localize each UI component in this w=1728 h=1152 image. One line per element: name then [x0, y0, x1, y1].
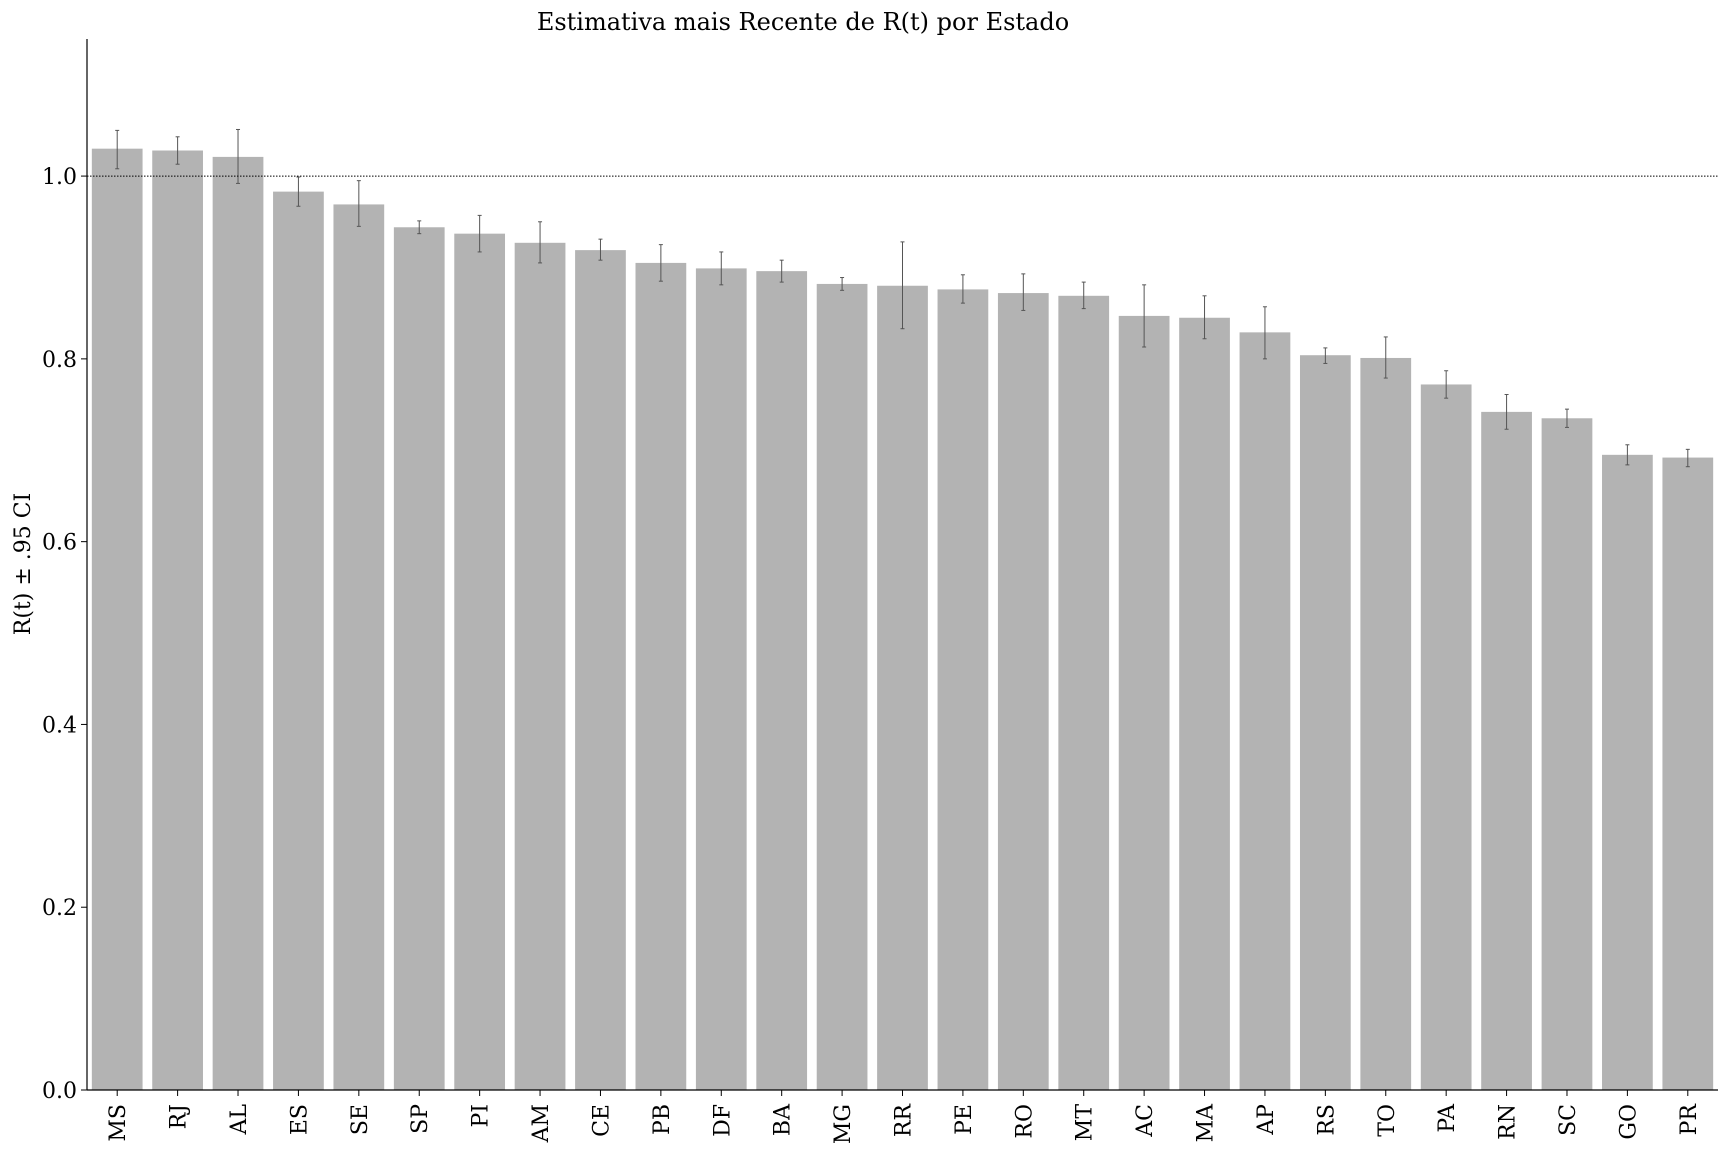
x-tick-label-rn: RN	[1496, 1104, 1521, 1140]
bar-pe	[937, 289, 989, 1090]
bar-to	[1360, 357, 1412, 1090]
y-tick-label: 0.6	[42, 531, 77, 556]
x-tick-label-ap: AP	[1254, 1104, 1279, 1136]
y-tick-label: 0.2	[42, 896, 77, 921]
bar-es	[273, 191, 324, 1090]
x-tick-label-rr: RR	[892, 1103, 917, 1138]
x-tick-label-go: GO	[1616, 1104, 1641, 1140]
x-tick-label-es: ES	[287, 1104, 312, 1135]
bar-go	[1602, 454, 1653, 1090]
bar-df	[695, 268, 747, 1090]
x-tick-label-pe: PE	[952, 1104, 977, 1135]
x-tick-label-rs: RS	[1314, 1104, 1339, 1136]
x-tick-label-ms: MS	[106, 1104, 131, 1142]
x-tick-label-mg: MG	[831, 1104, 856, 1144]
x-tick-label-rj: RJ	[167, 1104, 192, 1129]
x-tick-label-se: SE	[348, 1104, 373, 1135]
bar-pa	[1420, 384, 1472, 1091]
x-tick-label-ma: MA	[1194, 1103, 1219, 1143]
bar-mt	[1058, 295, 1110, 1090]
bar-am	[514, 242, 566, 1090]
bar-ms	[91, 148, 143, 1091]
bar-pi	[454, 233, 506, 1091]
bar-al	[212, 156, 264, 1090]
x-tick-label-df: DF	[710, 1104, 735, 1137]
bar-se	[333, 204, 385, 1090]
bar-rn	[1481, 411, 1532, 1090]
bar-pr	[1662, 457, 1714, 1091]
y-tick-label: 0.4	[42, 713, 77, 738]
y-tick-label: 0.8	[42, 348, 77, 373]
x-tick-label-am: AM	[529, 1104, 554, 1143]
bar-mg	[816, 283, 868, 1090]
x-tick-label-to: TO	[1375, 1104, 1400, 1137]
bar-pb	[635, 262, 687, 1090]
chart-title: Estimativa mais Recente de R(t) por Esta…	[537, 8, 1069, 36]
x-tick-label-pa: PA	[1435, 1103, 1460, 1133]
x-tick-label-ce: CE	[589, 1104, 614, 1137]
y-tick-label: 0.0	[42, 1079, 77, 1104]
x-tick-label-mt: MT	[1073, 1104, 1098, 1142]
x-tick-label-sp: SP	[408, 1104, 433, 1134]
bar-ba	[756, 271, 808, 1090]
x-tick-label-ba: BA	[771, 1103, 796, 1136]
x-tick-label-ac: AC	[1133, 1104, 1158, 1138]
bar-sp	[393, 227, 445, 1090]
x-tick-label-pb: PB	[650, 1104, 675, 1135]
bar-ac	[1118, 315, 1170, 1090]
x-tick-label-pi: PI	[469, 1104, 494, 1128]
bar-ma	[1179, 317, 1230, 1090]
x-tick-label-al: AL	[227, 1104, 252, 1136]
plot-area: MS RJ AL ES SE SP PI AM CE PB DF BA MG RR PE RO MT AC MA AP…	[42, 39, 1718, 1144]
bar-rs	[1299, 355, 1351, 1090]
x-tick-label-ro: RO	[1012, 1104, 1037, 1139]
y-tick-label: 1.0	[42, 165, 77, 190]
bar-sc	[1541, 418, 1593, 1090]
x-tick-label-sc: SC	[1556, 1104, 1581, 1136]
bar-ap	[1239, 332, 1291, 1090]
x-tick-label-pr: PR	[1677, 1103, 1702, 1136]
y-axis-label: R(t) ± .95 CI	[11, 493, 36, 636]
bar-ce	[575, 250, 626, 1091]
bar-rj	[152, 150, 203, 1091]
bar-rr	[877, 285, 928, 1090]
bar-ro	[997, 293, 1049, 1090]
